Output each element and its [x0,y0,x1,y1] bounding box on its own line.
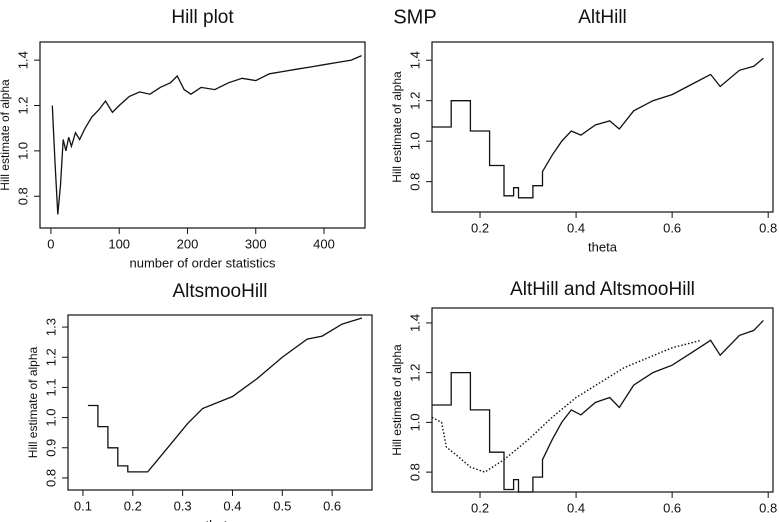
y-tick-label: 1.2 [43,348,58,366]
panel-title: AltsmooHill [172,281,267,302]
y-tick-label: 1.0 [15,142,30,160]
y-axis-label: Hill estimate of alpha [26,346,40,458]
plot-frame [431,41,774,213]
y-axis-label: Hill estimate of alpha [390,71,404,183]
x-tick-label: 0.8 [759,500,777,515]
x-tick-label: 0.2 [471,220,489,235]
panel-title: AltHill [578,7,627,28]
y-tick-label: 1.2 [15,96,30,114]
x-tick-label: 100 [108,236,130,251]
x-tick-label: 0.6 [663,500,681,515]
x-tick-label: 0.4 [223,498,241,513]
y-tick-label: 1.0 [407,132,422,150]
y-tick-label: 1.1 [43,378,58,396]
x-axis-label: number of order statistics [130,255,276,270]
data-line [51,55,362,215]
x-tick-label: 300 [245,236,267,251]
y-tick-label: 0.8 [407,173,422,191]
y-tick-label: 1.4 [407,314,422,332]
x-axis-label: theta [588,239,618,254]
x-tick-label: 0.1 [74,498,92,513]
data-line [87,317,363,473]
x-tick-label: 400 [313,236,335,251]
y-tick-label: 1.4 [15,51,30,69]
x-tick-label: 0.4 [567,500,585,515]
x-tick-label: 0.6 [323,498,341,513]
x-tick-label: 0.4 [567,220,585,235]
data-line [431,339,702,473]
x-tick-label: 0.5 [273,498,291,513]
y-tick-label: 0.8 [407,463,422,481]
plot-frame [39,41,366,229]
y-tick-label: 1.3 [43,318,58,336]
data-line [432,57,764,199]
y-tick-label: 1.2 [407,364,422,382]
y-tick-label: 0.8 [15,187,30,205]
x-axis-label: theta [588,519,618,522]
y-tick-label: 0.8 [43,469,58,487]
y-tick-label: 1.0 [43,409,58,427]
y-axis-label: Hill estimate of alpha [0,79,12,191]
data-line [432,319,764,493]
panel-title: AltHill and AltsmooHill [510,279,695,300]
y-tick-label: 1.0 [407,413,422,431]
x-tick-label: 0.3 [174,498,192,513]
figure-title: SMP [393,6,436,28]
plot-frame [67,314,373,491]
panel-title: Hill plot [171,7,234,28]
plot-frame [431,307,774,493]
x-tick-label: 0.2 [471,500,489,515]
x-tick-label: 200 [177,236,199,251]
y-axis-label: Hill estimate of alpha [390,344,404,456]
x-axis-label: theta [206,517,236,522]
x-tick-label: 0.6 [663,220,681,235]
x-tick-label: 0.8 [759,220,777,235]
x-tick-label: 0 [47,236,54,251]
y-tick-label: 0.9 [43,439,58,457]
y-tick-label: 1.4 [407,51,422,69]
y-tick-label: 1.2 [407,92,422,110]
x-tick-label: 0.2 [124,498,142,513]
